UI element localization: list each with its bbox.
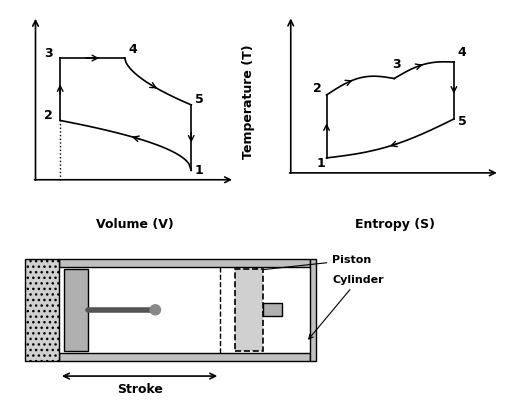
Text: 1: 1 (195, 164, 204, 177)
Bar (59, 267, 310, 353)
Text: Piston: Piston (253, 255, 372, 272)
Bar (63, 269, 88, 351)
Text: 4: 4 (458, 46, 466, 59)
Text: 3: 3 (44, 46, 53, 59)
Text: 5: 5 (195, 93, 204, 106)
Bar (59, 259, 310, 267)
Text: Stroke: Stroke (116, 383, 163, 396)
Text: Volume (V): Volume (V) (96, 218, 174, 231)
Text: 1: 1 (317, 157, 326, 170)
Text: 2: 2 (313, 82, 321, 95)
Text: Entropy (S): Entropy (S) (355, 218, 435, 231)
Text: 3: 3 (392, 58, 401, 71)
Text: Temperature (T): Temperature (T) (242, 44, 255, 159)
Circle shape (150, 305, 161, 315)
Bar (59, 353, 310, 361)
Bar (263, 303, 282, 316)
Text: 4: 4 (128, 44, 137, 57)
Text: Cylinder: Cylinder (309, 275, 384, 339)
Bar (235, 269, 263, 351)
Text: 5: 5 (458, 115, 466, 128)
Bar (310, 259, 316, 361)
Bar (25, 259, 59, 361)
Text: 2: 2 (44, 109, 53, 122)
